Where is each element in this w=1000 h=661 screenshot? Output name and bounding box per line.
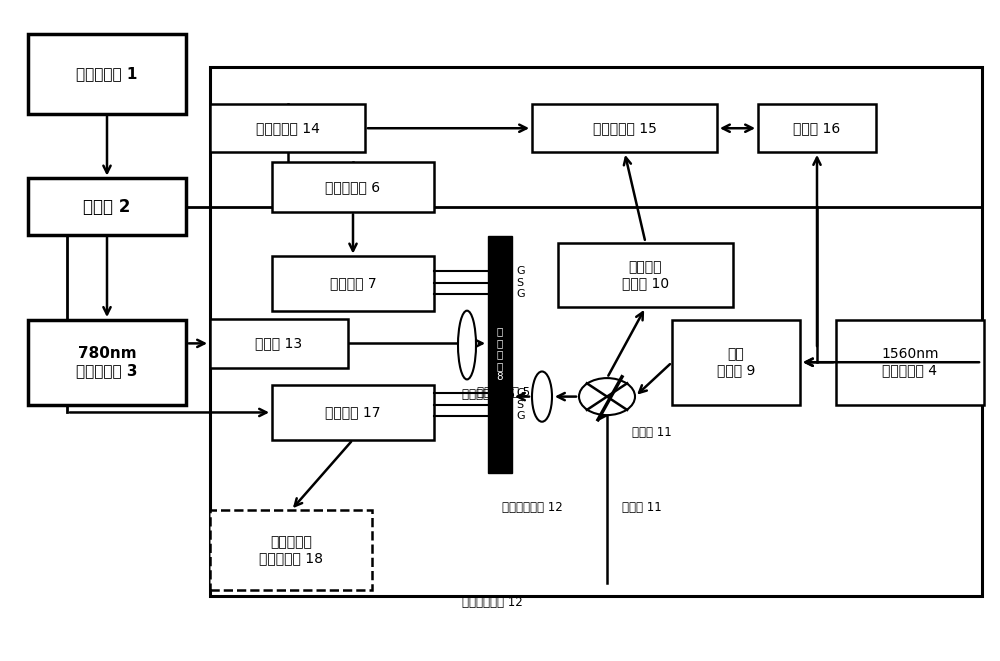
Text: 锁相放大器 15: 锁相放大器 15 xyxy=(593,121,656,136)
Text: G: G xyxy=(516,388,525,399)
FancyBboxPatch shape xyxy=(28,320,186,405)
Text: 光
导
开
关
8: 光 导 开 关 8 xyxy=(497,326,503,383)
Text: 直流电压源 6: 直流电压源 6 xyxy=(325,180,381,194)
Text: 第二聚焦透镜 12: 第二聚焦透镜 12 xyxy=(502,501,562,514)
Text: G: G xyxy=(516,266,525,276)
Text: 平面镜 11: 平面镜 11 xyxy=(632,426,672,440)
Bar xyxy=(488,236,512,473)
Text: 功分器 2: 功分器 2 xyxy=(83,198,131,215)
Text: 待校准宽带
实时示波器 18: 待校准宽带 实时示波器 18 xyxy=(259,535,323,565)
Text: G: G xyxy=(516,411,525,422)
Text: 780nm
飞秒激光器 3: 780nm 飞秒激光器 3 xyxy=(76,346,138,379)
Text: 斩波器 13: 斩波器 13 xyxy=(255,336,303,350)
Text: S: S xyxy=(516,399,523,410)
Text: 计算机 16: 计算机 16 xyxy=(793,121,841,136)
FancyBboxPatch shape xyxy=(758,104,876,152)
FancyBboxPatch shape xyxy=(210,104,365,152)
FancyBboxPatch shape xyxy=(672,320,800,405)
FancyBboxPatch shape xyxy=(210,67,982,596)
Text: 平衡光电
探测器 10: 平衡光电 探测器 10 xyxy=(622,260,669,290)
FancyBboxPatch shape xyxy=(28,178,186,235)
Text: 光学
延时线 9: 光学 延时线 9 xyxy=(717,347,755,377)
Text: S: S xyxy=(516,278,523,288)
Text: 平面镜 11: 平面镜 11 xyxy=(622,501,662,514)
Text: 函数发生器 14: 函数发生器 14 xyxy=(256,121,319,136)
FancyBboxPatch shape xyxy=(210,319,348,368)
Text: G: G xyxy=(516,289,525,299)
Text: 第二聚焦透镜 12: 第二聚焦透镜 12 xyxy=(462,596,522,609)
Text: 直流探针 7: 直流探针 7 xyxy=(330,276,376,291)
Circle shape xyxy=(579,378,635,415)
FancyBboxPatch shape xyxy=(210,510,372,590)
Text: 微波信号源 1: 微波信号源 1 xyxy=(76,67,138,81)
FancyBboxPatch shape xyxy=(28,34,186,114)
FancyBboxPatch shape xyxy=(272,162,434,212)
FancyBboxPatch shape xyxy=(558,243,733,307)
FancyBboxPatch shape xyxy=(272,385,434,440)
Text: 微波探针 17: 微波探针 17 xyxy=(325,405,381,420)
FancyBboxPatch shape xyxy=(272,256,434,311)
Text: 第一聚焦透镜 5: 第一聚焦透镜 5 xyxy=(462,388,515,401)
FancyBboxPatch shape xyxy=(836,320,984,405)
FancyBboxPatch shape xyxy=(532,104,717,152)
Ellipse shape xyxy=(458,311,476,379)
Ellipse shape xyxy=(532,371,552,422)
Text: 第一聚焦透镜 5: 第一聚焦透镜 5 xyxy=(477,386,530,399)
Text: 1560nm
飞秒激光器 4: 1560nm 飞秒激光器 4 xyxy=(881,347,939,377)
